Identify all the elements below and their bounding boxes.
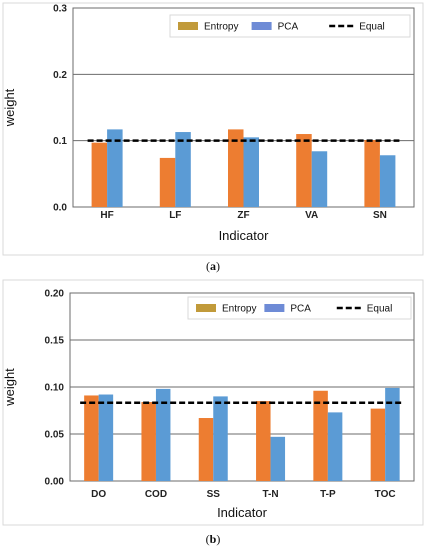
caption-suffix: ): [216, 532, 220, 546]
legend: [187, 296, 412, 320]
bar-pca-va: [311, 151, 328, 207]
bar-pca-toc: [385, 387, 400, 481]
x-axis-title: Indicator: [217, 505, 268, 520]
x-tick-label: ZF: [237, 210, 249, 221]
bar-pca-sn: [379, 155, 396, 207]
bar-pca-t-p: [327, 412, 343, 481]
chart-b: 0.00 0.05 0.10 0.15 0.20 DO COD SS T-N T-P TOC Entr…: [2, 279, 424, 546]
x-tick-label: COD: [145, 489, 167, 500]
bar-pca-lf: [175, 132, 191, 207]
x-axis-title: Indicator: [219, 228, 270, 243]
bar-entropy-cod: [141, 402, 156, 481]
legend-label-pca: PCA: [290, 304, 311, 315]
bar-pca-hf: [107, 129, 123, 207]
x-tick-label: TOC: [375, 489, 396, 500]
y-tick-label: 0.20: [45, 289, 65, 300]
legend: [169, 14, 411, 38]
x-tick-label: SN: [373, 210, 387, 221]
x-tick-label: HF: [100, 210, 113, 221]
y-tick-label: 0.3: [53, 4, 67, 15]
x-tick-label: T-P: [320, 489, 336, 500]
legend-label-entropy: Entropy: [204, 22, 238, 33]
legend-swatch-pca: [264, 304, 285, 312]
legend-label-pca: PCA: [278, 22, 299, 33]
y-tick-label: 0.10: [45, 383, 65, 394]
x-tick-label: T-N: [262, 489, 278, 500]
legend-swatch-entropy: [178, 22, 198, 30]
bar-pca-zf: [243, 137, 259, 207]
bar-pca-ss: [213, 396, 228, 481]
legend-swatch-entropy: [196, 304, 216, 312]
caption-prefix: (: [206, 532, 210, 546]
bar-entropy-lf: [159, 157, 176, 207]
bar-entropy-sn: [364, 140, 380, 207]
bar-entropy-t-n: [256, 401, 271, 481]
y-axis-title: weight: [2, 88, 17, 127]
bar-entropy-toc: [370, 408, 386, 481]
figure-caption: (a): [206, 259, 220, 273]
bar-pca-cod: [155, 388, 171, 481]
bar-entropy-do: [84, 395, 99, 481]
bar-pca-do: [98, 394, 114, 481]
y-tick-label: 0.2: [53, 70, 67, 81]
bar-entropy-hf: [91, 142, 108, 207]
chart-a: 0.0 0.1 0.2 0.3 HF LF ZF VA SN Entropy PCA Equal Ind…: [2, 2, 424, 273]
bar-entropy-zf: [228, 129, 244, 207]
y-axis-title: weight: [2, 368, 17, 407]
plot-area: [69, 292, 415, 482]
legend-label-equal: Equal: [359, 22, 385, 33]
legend-label-entropy: Entropy: [222, 304, 256, 315]
caption-prefix: (: [206, 259, 210, 273]
caption-letter: a: [210, 259, 216, 273]
x-tick-label: VA: [305, 210, 318, 221]
bar-entropy-ss: [198, 418, 214, 481]
bar-pca-t-n: [270, 436, 286, 481]
chart-frame: [2, 2, 424, 256]
x-tick-label: SS: [207, 489, 221, 500]
x-tick-label: DO: [91, 489, 106, 500]
figure-caption: (b): [206, 532, 221, 546]
y-tick-label: 0.15: [45, 336, 65, 347]
y-tick-label: 0.0: [53, 203, 67, 214]
caption-letter: b: [210, 532, 217, 546]
x-tick-label: LF: [169, 210, 181, 221]
legend-swatch-pca: [251, 22, 272, 30]
bar-entropy-va: [296, 134, 312, 207]
caption-suffix: ): [216, 259, 220, 273]
y-tick-label: 0.05: [45, 430, 65, 441]
y-tick-label: 0.00: [45, 477, 65, 488]
legend-label-equal: Equal: [367, 304, 393, 315]
y-tick-label: 0.1: [53, 136, 67, 147]
bar-entropy-t-p: [313, 390, 328, 481]
